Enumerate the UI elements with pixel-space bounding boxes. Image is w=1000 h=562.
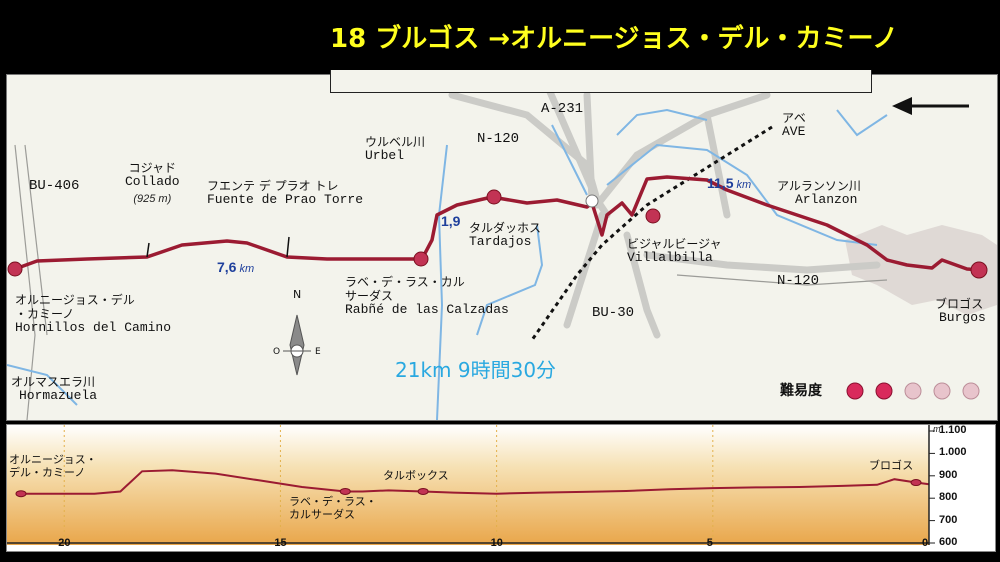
label-villalbilla: ビジャルビージャ Villalbilla xyxy=(627,237,722,265)
difficulty-dot-4 xyxy=(933,382,951,400)
label-hornillos-del-camino: オルニージョス・デル ・カミーノ Hornillos del Camino xyxy=(15,293,172,335)
profile-grid xyxy=(63,425,935,544)
elevation-line xyxy=(21,469,930,495)
road-label-n120-east: N-120 xyxy=(777,273,820,289)
profile-waypoint xyxy=(15,490,27,498)
page-title: 18 ブルゴス →オルニージョス・デル・カミーノ xyxy=(330,24,898,54)
y-tick-label: 1.000 xyxy=(939,446,967,459)
villalbilla-marker xyxy=(645,208,661,224)
difficulty-dots xyxy=(846,382,980,400)
x-tick-label: 5 xyxy=(706,537,713,549)
route-markers xyxy=(7,189,988,279)
rabe-marker xyxy=(413,251,429,267)
burgos-marker xyxy=(970,261,988,279)
y-tick-label: 600 xyxy=(939,536,958,548)
difficulty-dot-3 xyxy=(904,382,922,400)
elevation-profile: オルニージョス・ デル・カミーノ ラベ・デ・ラス・ カルサーダス タルボックス … xyxy=(6,424,996,552)
profile-background xyxy=(7,425,929,545)
distance-segment-2: 1,9 xyxy=(441,213,461,229)
y-tick-label: 900 xyxy=(939,468,958,481)
difficulty-dot-1 xyxy=(846,382,864,400)
compass-north: N xyxy=(293,288,302,301)
thin-roads xyxy=(14,144,888,420)
label-arlanzon: アルランソン川 Arlanzon xyxy=(777,179,861,207)
profile-unit: m xyxy=(933,424,941,434)
profile-waypoint xyxy=(910,479,922,487)
label-ave: アベ AVE xyxy=(782,111,806,139)
label-urbel: ウルベル川 Urbel xyxy=(365,135,426,163)
difficulty-label: 難易度 xyxy=(780,383,822,399)
road-label-bu30: BU-30 xyxy=(592,305,635,321)
waypoint-markers xyxy=(15,479,922,498)
rivers xyxy=(7,108,888,420)
distance-segment-1: 7,6 km xyxy=(217,259,255,275)
burgos-urban-area xyxy=(845,225,997,315)
compass-west: O xyxy=(273,347,281,357)
route-map: BU-406 N-120 A-231 N-120 BU-30 コジャド Coll… xyxy=(6,74,998,421)
profile-label-hornillos: オルニージョス・ デル・カミーノ xyxy=(9,453,97,479)
title-bar: 18 ブルゴス →オルニージョス・デル・カミーノ xyxy=(0,0,1000,68)
profile-waypoint xyxy=(417,487,429,495)
roads xyxy=(448,81,881,339)
direction-arrow-icon xyxy=(892,97,969,115)
y-tick-label: 700 xyxy=(939,513,958,526)
road-label-a231: A-231 xyxy=(541,101,584,117)
title-underbox xyxy=(330,70,872,93)
elevation-chart xyxy=(7,425,935,545)
profile-label-rabe: ラベ・デ・ラス・ カルサーダス xyxy=(289,495,377,521)
label-collado: コジャド Collado (925 m) xyxy=(125,161,180,205)
x-tick-label: 15 xyxy=(274,537,287,549)
label-hormazuela: オルマスエラ川 Hormazuela xyxy=(11,375,98,403)
profile-waypoint xyxy=(339,487,351,495)
label-fuente-de-prao-torre: フエンテ デ プラオ トレ Fuente de Prao Torre xyxy=(207,179,364,207)
y-tick-label: 1.100 xyxy=(939,424,967,436)
route-summary: 21km 9時間30分 xyxy=(395,358,557,382)
difficulty-dot-5 xyxy=(962,382,980,400)
x-tick-label: 0 xyxy=(922,537,929,549)
compass-east: E xyxy=(315,347,321,357)
profile-label-tardajos: タルボックス xyxy=(383,469,449,482)
label-burgos: ブロゴス Burgos xyxy=(935,297,986,325)
road-label-bu406: BU-406 xyxy=(29,178,80,194)
junction-marker xyxy=(585,194,599,208)
map-canvas xyxy=(7,81,997,420)
compass-icon xyxy=(283,314,311,376)
tardajos-marker xyxy=(486,189,502,205)
y-tick-label: 800 xyxy=(939,491,958,504)
difficulty-dot-2 xyxy=(875,382,893,400)
road-label-n120-north: N-120 xyxy=(477,131,520,147)
x-tick-label: 20 xyxy=(58,537,71,549)
hornillos-marker xyxy=(7,261,23,277)
profile-label-burgos: ブロゴス xyxy=(869,459,914,472)
label-tardajos: タルダッホス Tardajos xyxy=(469,221,542,249)
label-rabe-de-las-calzadas: ラベ・デ・ラス・カル サーダス Rabñé de las Calzadas xyxy=(345,275,509,317)
distance-segment-3: 11,5 km xyxy=(707,175,752,191)
x-tick-label: 10 xyxy=(490,537,503,549)
